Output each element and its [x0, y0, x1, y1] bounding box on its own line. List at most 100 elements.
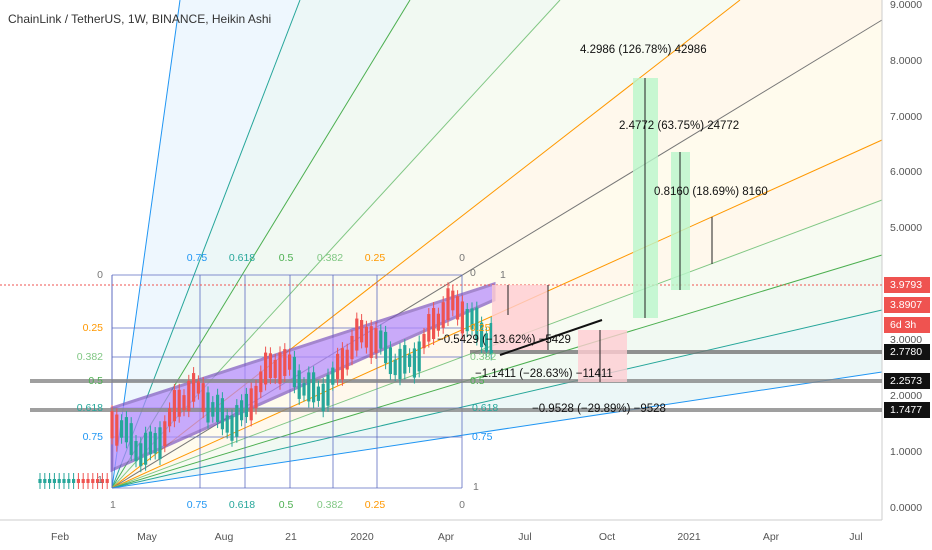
candle: [379, 330, 383, 349]
time-label: Jul: [849, 531, 862, 543]
price-badge-label: 1.7477: [890, 404, 922, 416]
candle: [48, 479, 52, 483]
fib-left-label: 0.75: [83, 431, 104, 443]
candle: [192, 373, 196, 402]
candle: [105, 479, 109, 483]
candle: [91, 479, 95, 483]
candle: [206, 392, 210, 423]
candle: [369, 326, 373, 359]
fib-top-label: 0.25: [365, 252, 386, 264]
candle: [456, 296, 460, 320]
candle: [259, 371, 263, 393]
measurement-label: 4.2986 (126.78%) 42986: [580, 44, 707, 56]
candle: [403, 345, 407, 374]
candle: [100, 479, 104, 483]
candle: [446, 288, 450, 320]
candle: [158, 427, 162, 460]
time-label: Apr: [763, 531, 780, 543]
price-label: 0.0000: [890, 502, 922, 514]
candle: [427, 314, 431, 342]
candle: [283, 349, 287, 376]
price-label: 6.0000: [890, 166, 922, 178]
price-label: 9.0000: [890, 0, 922, 11]
candle: [460, 301, 464, 334]
candle: [72, 479, 76, 483]
candle: [350, 335, 354, 360]
candle: [249, 388, 253, 421]
fib-top-label: 0.618: [229, 252, 255, 264]
fib-corner-label: 1: [473, 481, 479, 493]
fib-corner-label: 0.382: [470, 351, 496, 363]
fib-corner-label: 0.75: [472, 431, 493, 443]
time-label: Aug: [215, 531, 234, 543]
price-badge-label: 2.2573: [890, 375, 922, 387]
price-badge-label: 3.9793: [890, 279, 922, 291]
candle: [182, 395, 186, 411]
fib-top-label: 0: [459, 252, 465, 264]
price-label: 1.0000: [890, 446, 922, 458]
candle: [360, 320, 364, 343]
candle: [153, 433, 157, 454]
candle: [331, 367, 335, 385]
candle: [211, 402, 215, 417]
candle: [187, 380, 191, 412]
candle: [297, 370, 301, 399]
fib-bottom-label: 0.75: [187, 499, 208, 511]
candle: [441, 302, 445, 328]
candle: [307, 372, 311, 402]
candle: [201, 383, 205, 413]
candle: [86, 479, 90, 483]
price-label: 7.0000: [890, 111, 922, 123]
candle: [302, 383, 306, 396]
fib-left-label: 0.382: [77, 351, 103, 363]
fib-corner-label: 0.618: [472, 402, 498, 414]
fib-left-label: 0: [97, 269, 103, 281]
time-label: Feb: [51, 531, 69, 543]
candle: [388, 347, 392, 375]
candle: [484, 333, 488, 352]
measurement-label: 2.4772 (63.75%) 24772: [619, 120, 739, 132]
measurement-label: −0.5429 (−13.62%) −5429: [437, 334, 571, 346]
fib-corner-label: 0.25: [470, 322, 491, 334]
candle: [475, 307, 479, 340]
candle: [38, 479, 42, 483]
candle: [398, 348, 402, 380]
candle: [163, 421, 167, 447]
candle: [115, 414, 119, 446]
price-label: 8.0000: [890, 55, 922, 67]
fib-left-label: 0.25: [83, 322, 104, 334]
candle: [220, 398, 224, 430]
candle: [57, 479, 61, 483]
price-label: 5.0000: [890, 222, 922, 234]
candle: [134, 441, 138, 462]
candle: [436, 313, 440, 331]
candle: [124, 417, 128, 443]
candle: [321, 383, 325, 412]
candle: [393, 359, 397, 376]
candle: [264, 352, 268, 385]
candle: [355, 318, 359, 351]
candle: [384, 331, 388, 364]
fib-left-label: 0.5: [88, 375, 103, 387]
candle: [422, 333, 426, 349]
fib-corner-label: 0.5: [470, 375, 485, 387]
time-label: Oct: [599, 531, 615, 543]
candle: [254, 385, 258, 409]
time-label: Jul: [518, 531, 531, 543]
chart-title: ChainLink / TetherUS, 1W, BINANCE, Heiki…: [8, 12, 271, 26]
fib-bottom-label: 0: [459, 499, 465, 511]
candle: [240, 400, 244, 421]
candle: [96, 479, 100, 483]
time-label: 2020: [350, 531, 374, 543]
candle: [432, 308, 436, 340]
candle: [273, 359, 277, 378]
measurement-label: −1.1411 (−28.63%) −11411: [475, 368, 613, 380]
candle: [288, 354, 292, 370]
candle: [417, 341, 421, 372]
measure-box: [492, 285, 548, 350]
candle: [43, 479, 47, 483]
fan-line: [111, 254, 883, 489]
fan-line: [111, 371, 883, 489]
time-label: 21: [285, 531, 297, 543]
candle: [412, 348, 416, 378]
